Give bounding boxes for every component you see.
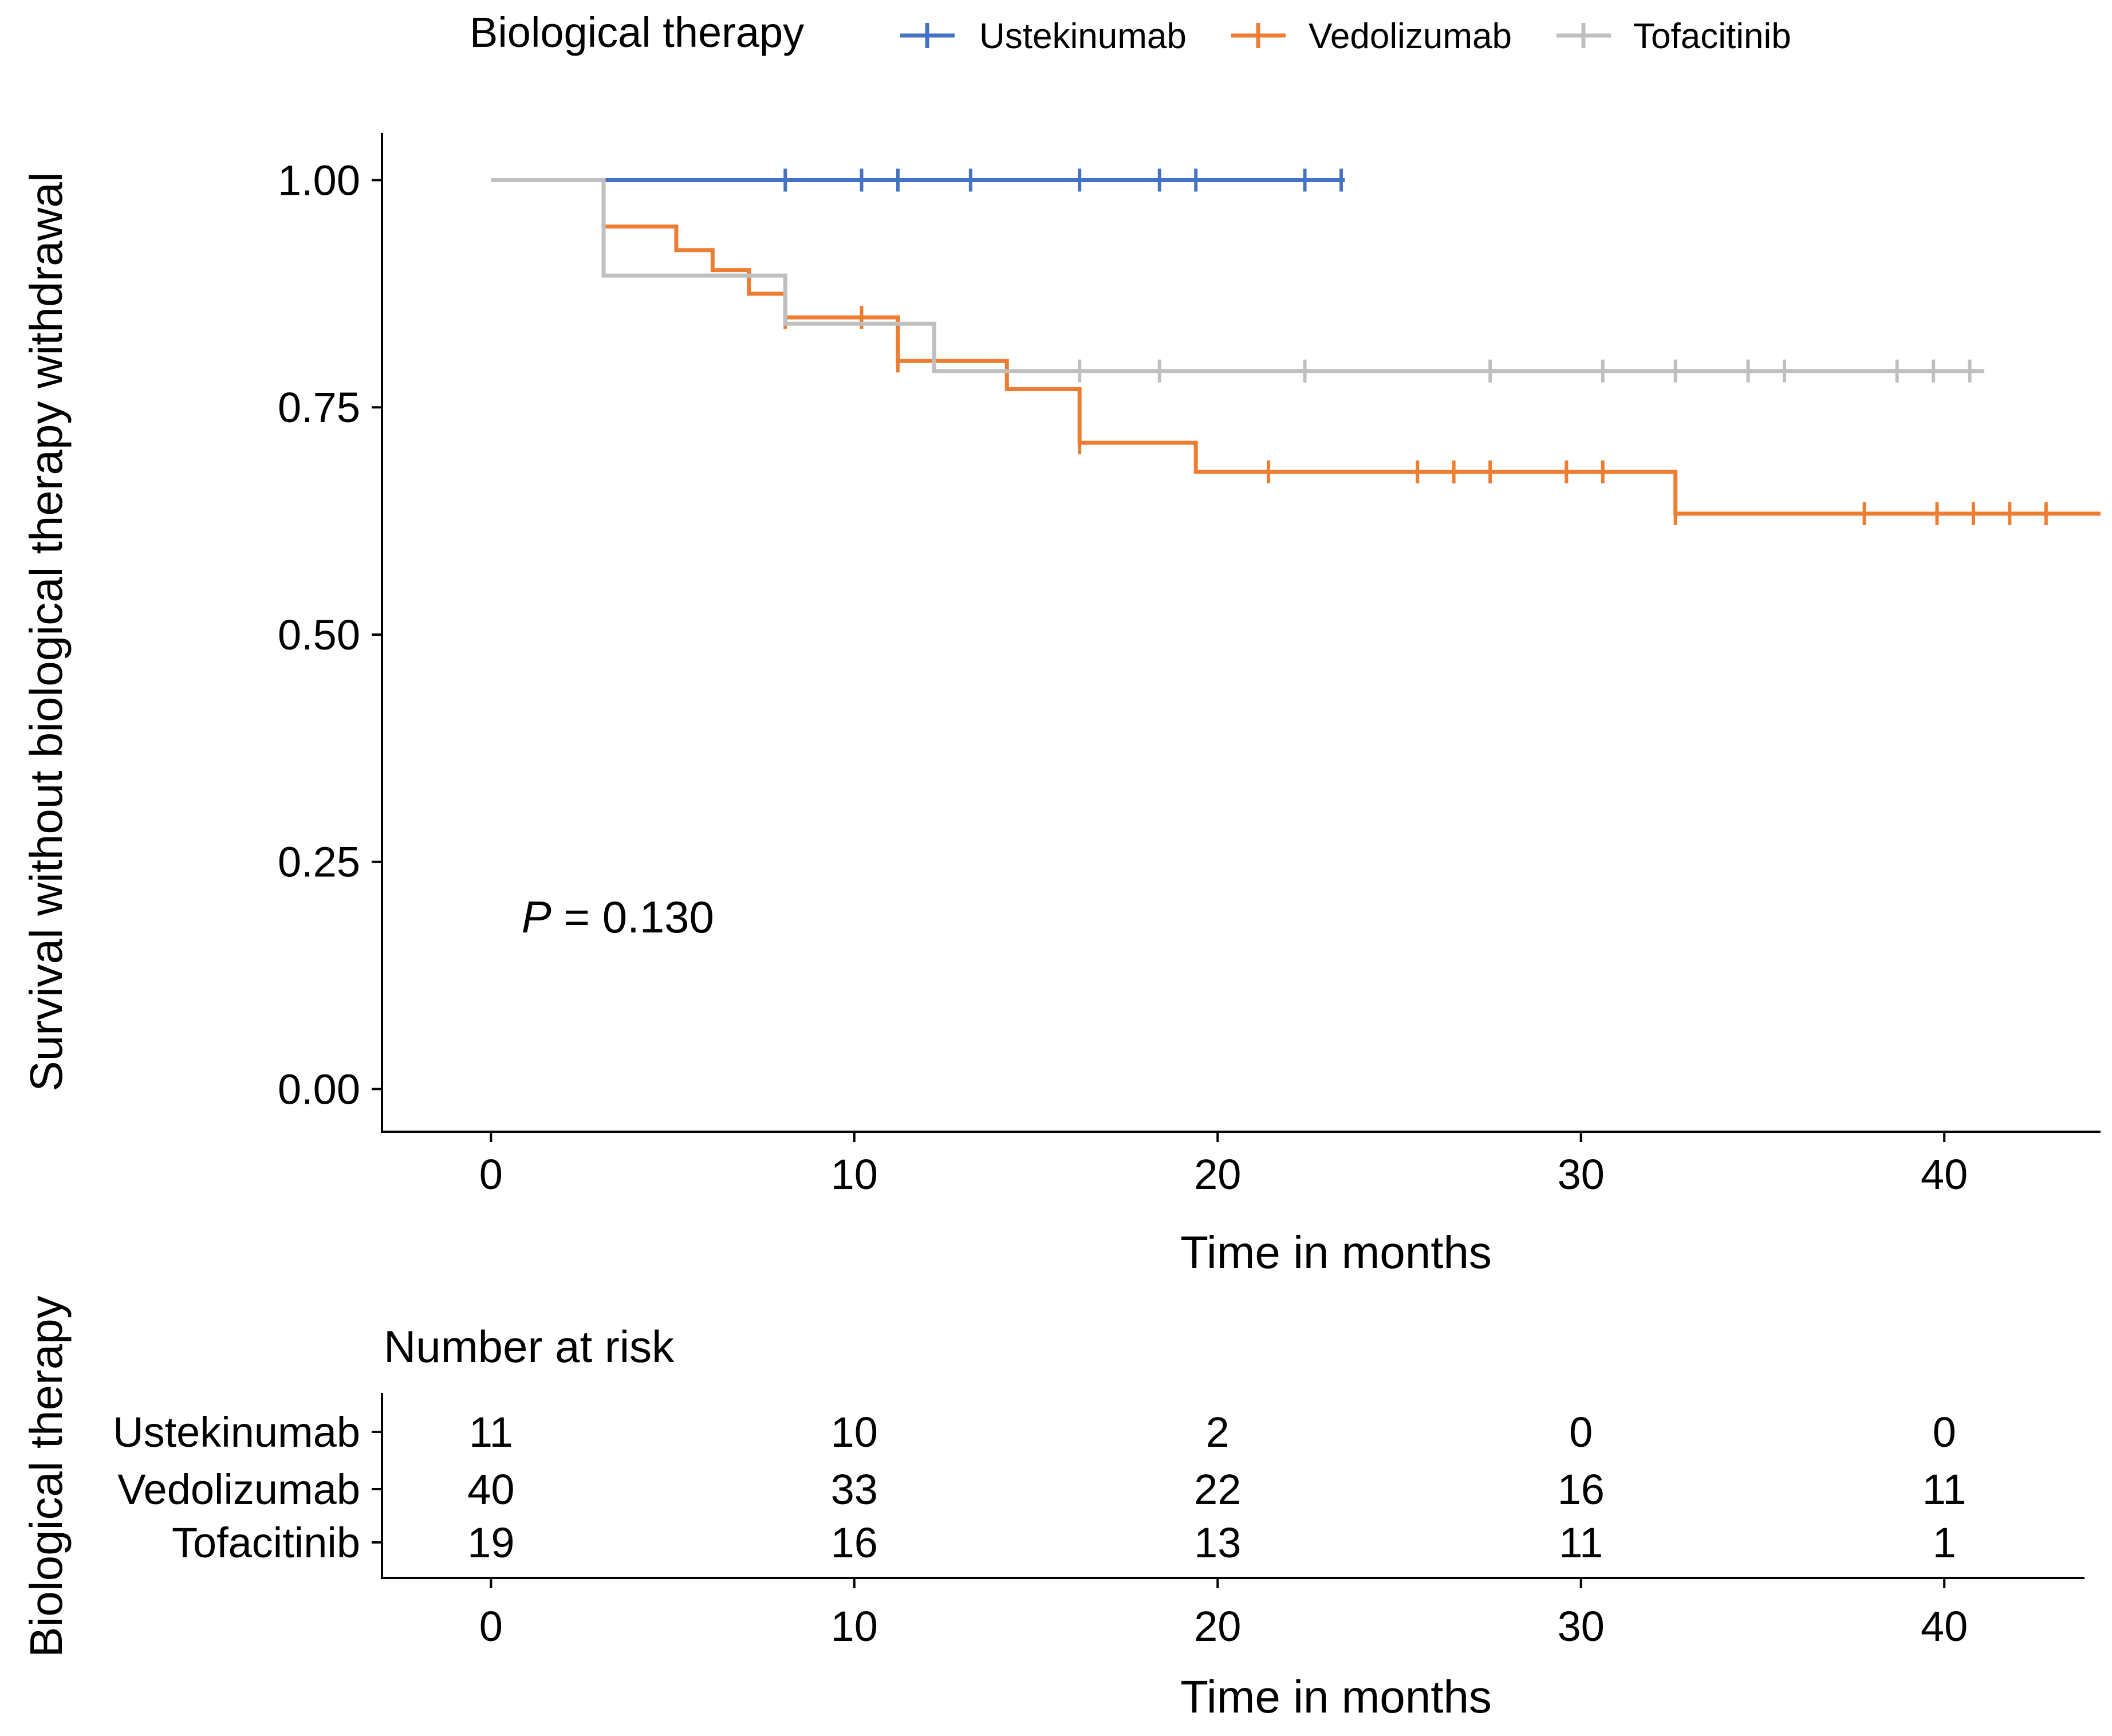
legend-title: Biological therapy	[470, 9, 804, 56]
km-series	[491, 168, 2101, 525]
risk-table: Number at risk Ustekinumab 11 10 2 0 0Vedoliz…	[21, 1296, 2085, 1722]
km-plot: 0.00 0.25 0.50 0.75 1.00 0 10 20 30 40 P = 0.130…	[21, 133, 2101, 1278]
risk-table-title: Number at risk	[384, 1321, 675, 1372]
x-axis-title: Time in months	[1180, 1227, 1492, 1278]
risk-count-cell: 33	[831, 1466, 878, 1513]
risk-count-cell: 16	[831, 1519, 878, 1566]
risk-row-label: Vedolizumab	[117, 1466, 360, 1513]
risk-count-cell: 22	[1194, 1466, 1241, 1513]
risk-x-tick-label: 0	[479, 1603, 503, 1650]
series-vedolizumab	[604, 224, 2101, 525]
y-tick-label: 0.50	[278, 611, 360, 659]
risk-x-tick-label: 30	[1558, 1603, 1605, 1650]
risk-count-cell: 11	[469, 1408, 513, 1456]
risk-x-tick-label: 40	[1921, 1603, 1968, 1650]
risk-y-axis-title: Biological therapy	[21, 1296, 72, 1657]
p-value-text: = 0.130	[551, 892, 714, 942]
risk-rows: Ustekinumab 11 10 2 0 0 Vedolizumab 40 33 22 16 11 T…	[113, 1408, 1966, 1566]
risk-count-cell: 11	[1922, 1466, 1967, 1513]
risk-row-label: Tofacitinib	[172, 1519, 360, 1566]
risk-count-cell: 11	[1559, 1519, 1603, 1566]
series-ustekinumab	[604, 168, 1345, 192]
risk-x-axis-ticks: 0 10 20 30 40	[479, 1578, 1968, 1650]
risk-x-axis-title: Time in months	[1180, 1671, 1492, 1722]
p-value-symbol: P	[522, 892, 551, 942]
x-tick-label: 30	[1558, 1151, 1605, 1198]
y-axis-title: Survival without biological therapy with…	[21, 172, 72, 1091]
risk-count-cell: 19	[467, 1519, 514, 1566]
legend: Biological therapy Ustekinumab Vedolizum…	[470, 9, 1791, 56]
risk-count-cell: 2	[1206, 1408, 1230, 1456]
series-tofacitinib	[491, 178, 1984, 383]
x-tick-label: 10	[831, 1151, 878, 1198]
x-tick-label: 40	[1921, 1151, 1968, 1198]
x-tick-label: 0	[479, 1151, 503, 1198]
risk-x-tick-label: 10	[831, 1603, 878, 1650]
risk-row-ustekinumab: Ustekinumab 11 10 2 0 0	[113, 1408, 1956, 1456]
legend-entry-vedolizumab: Vedolizumab	[1231, 17, 1512, 56]
risk-count-cell: 1	[1933, 1519, 1956, 1566]
risk-x-tick-label: 20	[1194, 1603, 1241, 1650]
legend-label-ustekinumab: Ustekinumab	[979, 17, 1187, 56]
risk-count-cell: 0	[1933, 1408, 1956, 1456]
risk-count-cell: 0	[1569, 1408, 1593, 1456]
risk-row-label: Ustekinumab	[113, 1408, 360, 1456]
km-curve-tofacitinib	[491, 178, 1984, 373]
legend-label-tofacitinib: Tofacitinib	[1633, 17, 1791, 56]
y-tick-label: 1.00	[278, 157, 360, 204]
y-tick-label: 0.00	[278, 1065, 360, 1113]
risk-row-vedolizumab: Vedolizumab 40 33 22 16 11	[117, 1466, 1966, 1513]
x-tick-label: 20	[1194, 1151, 1241, 1198]
y-tick-label: 0.25	[278, 839, 360, 886]
y-axis-ticks: 0.00 0.25 0.50 0.75 1.00	[278, 157, 382, 1113]
legend-label-vedolizumab: Vedolizumab	[1309, 17, 1512, 56]
risk-count-cell: 16	[1558, 1466, 1605, 1513]
km-curve-vedolizumab	[604, 224, 2101, 516]
y-tick-label: 0.75	[278, 384, 360, 431]
risk-count-cell: 13	[1194, 1519, 1241, 1566]
risk-row-tofacitinib: Tofacitinib 19 16 13 11 1	[172, 1519, 1956, 1566]
x-axis-ticks: 0 10 20 30 40	[479, 1132, 1968, 1198]
risk-count-cell: 10	[831, 1408, 878, 1456]
risk-count-cell: 40	[467, 1466, 514, 1513]
legend-entry-ustekinumab: Ustekinumab	[900, 17, 1187, 56]
legend-entry-tofacitinib: Tofacitinib	[1557, 17, 1791, 56]
p-value-annotation: P = 0.130	[522, 892, 714, 942]
